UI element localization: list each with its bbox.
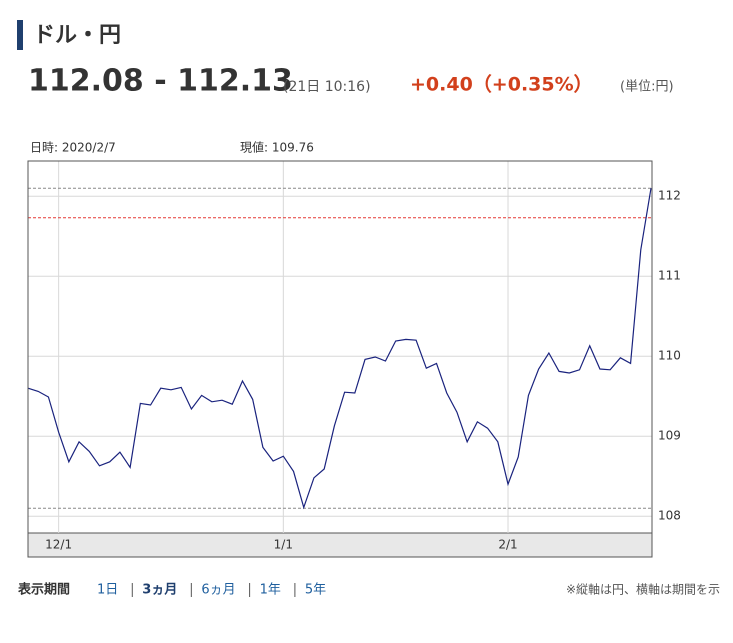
period-option[interactable]: 1年: [260, 583, 281, 598]
title-bar: [17, 20, 23, 50]
x-axis-strip: [27, 532, 653, 558]
price: 112.08 - 112.13: [28, 64, 293, 99]
date-info: 日時: 2020/2/7: [30, 141, 116, 155]
x-tick-label: 12/1: [45, 538, 72, 552]
y-tick-label: 110: [658, 349, 681, 363]
frame: [27, 160, 653, 558]
period-option[interactable]: 3ヵ月: [142, 583, 177, 598]
x-tick-label: 2/1: [498, 538, 517, 552]
y-tick-label: 109: [658, 429, 681, 443]
y-tick-label: 112: [658, 189, 681, 203]
price-line: [27, 188, 652, 510]
note: ※縦軸は円、横軸は期間を示: [566, 583, 720, 597]
y-tick-label: 111: [658, 269, 681, 283]
time: (21日 10:16): [283, 79, 371, 95]
period-option[interactable]: 5年: [305, 583, 326, 598]
nav-label: 表示期間: [17, 582, 70, 598]
unit: (単位:円): [620, 79, 674, 95]
period-option[interactable]: 1日: [97, 583, 118, 598]
x-tick-label: 1/1: [274, 538, 293, 552]
current-info: 現値: 109.76: [240, 140, 314, 155]
y-tick-label: 108: [658, 509, 681, 523]
period-option[interactable]: 6ヵ月: [201, 583, 235, 598]
change: +0.40（+0.35%）: [410, 73, 593, 96]
title: ドル・円: [33, 23, 121, 48]
